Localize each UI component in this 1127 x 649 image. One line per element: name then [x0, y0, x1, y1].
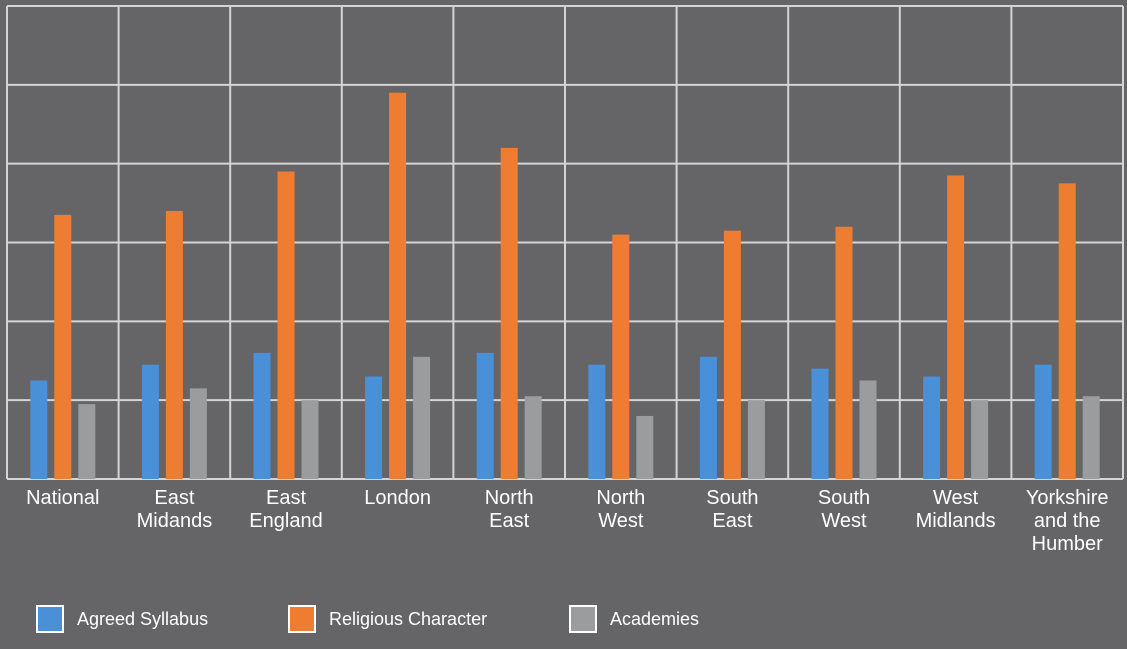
x-tick-label: East	[266, 487, 306, 509]
bar-academies	[524, 396, 542, 479]
x-tick-label: South	[706, 487, 758, 509]
bar-academies	[636, 415, 654, 479]
bar-agreed-syllabus	[923, 376, 941, 479]
bar-academies	[301, 400, 319, 479]
bar-academies	[413, 356, 431, 479]
grid-lines	[6, 5, 1124, 480]
bar-agreed-syllabus	[30, 380, 48, 479]
legend-swatch[interactable]	[569, 605, 597, 633]
bar-religious-character	[165, 210, 183, 479]
bar-agreed-syllabus	[811, 368, 829, 479]
bar-religious-character	[723, 230, 741, 479]
bar-religious-character	[1058, 183, 1076, 479]
x-tick-label: North	[485, 487, 534, 509]
x-tick-label: and the	[1034, 510, 1101, 532]
legend-label[interactable]: Religious Character	[329, 609, 487, 629]
x-tick-label: Yorkshire	[1026, 487, 1109, 509]
bar-religious-character	[389, 92, 407, 479]
bar-religious-character	[612, 234, 630, 479]
bar-religious-character	[947, 175, 965, 479]
bar-religious-character	[835, 226, 853, 479]
x-tick-label: East	[712, 510, 752, 532]
x-tick-label: National	[26, 487, 99, 509]
x-tick-label: Humber	[1032, 533, 1103, 555]
bar-agreed-syllabus	[141, 364, 159, 479]
bar-academies	[1082, 396, 1100, 479]
bar-academies	[189, 388, 207, 479]
bar-religious-character	[54, 214, 72, 480]
legend-swatch[interactable]	[288, 605, 316, 633]
x-tick-label: East	[154, 487, 194, 509]
bar-agreed-syllabus	[476, 352, 494, 479]
x-tick-label: West	[598, 510, 644, 532]
bar-religious-character	[500, 147, 518, 479]
legend-label[interactable]: Agreed Syllabus	[77, 609, 208, 629]
bar-agreed-syllabus	[365, 376, 383, 479]
x-tick-label: West	[933, 487, 979, 509]
bar-agreed-syllabus	[699, 356, 717, 479]
x-tick-label: West	[821, 510, 867, 532]
x-tick-label: Midands	[137, 510, 213, 532]
bar-religious-character	[277, 171, 295, 480]
bar-academies	[859, 380, 877, 479]
legend[interactable]: Agreed Syllabus Religious Character Academ…	[36, 605, 699, 633]
bar-academies	[78, 404, 96, 479]
x-tick-label: Midlands	[916, 510, 996, 532]
bar-academies	[747, 400, 765, 479]
x-tick-label: England	[249, 510, 322, 532]
bar-agreed-syllabus	[1034, 364, 1052, 479]
x-tick-label: North	[596, 487, 645, 509]
bar-academies	[971, 400, 989, 479]
x-tick-label: London	[364, 487, 431, 509]
legend-swatch[interactable]	[36, 605, 64, 633]
bar-agreed-syllabus	[588, 364, 606, 479]
x-tick-label: East	[489, 510, 529, 532]
x-tick-label: South	[818, 487, 870, 509]
bars	[30, 92, 1100, 480]
bar-agreed-syllabus	[253, 352, 271, 479]
legend-label[interactable]: Academies	[610, 609, 699, 629]
